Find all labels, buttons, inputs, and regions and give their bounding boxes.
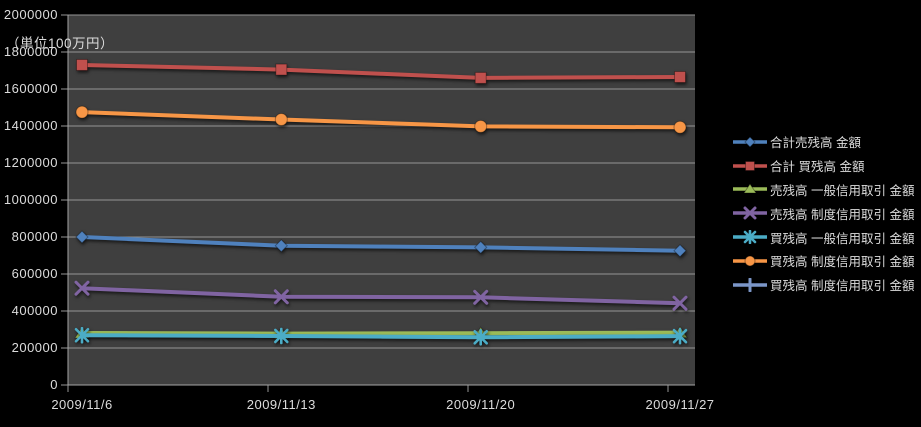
x-marker <box>473 289 489 305</box>
x-marker <box>743 206 757 220</box>
legend-label: 売残高 一般信用取引 金額 <box>770 183 915 198</box>
square-marker <box>275 63 288 76</box>
legend-item: 合計売残高 金額 <box>733 130 914 154</box>
legend-marker-icon <box>733 183 767 194</box>
y-axis-tick-label: 1400000 <box>3 118 58 133</box>
legend-label: 合計売残高 金額 <box>770 136 861 151</box>
circle-marker <box>274 113 288 127</box>
legend-marker-icon <box>733 206 767 220</box>
legend-label: 売残高 制度信用取引 金額 <box>770 207 915 222</box>
square-marker <box>674 70 686 83</box>
legend: 合計売残高 金額 合計 買残高 金額売残高 一般信用取引 金額 売残高 制度信用取引… <box>733 130 914 297</box>
legend-marker-icon <box>733 277 767 292</box>
legend-label: 買残高 制度信用取引 金額 <box>770 255 915 270</box>
y-axis-unit-label: （単位100万円） <box>6 36 115 51</box>
series-line <box>80 286 682 306</box>
y-axis-tick-label: 2000000 <box>3 7 58 22</box>
x-axis-tick-label: 2009/11/6 <box>51 397 113 412</box>
x-marker <box>672 295 688 311</box>
x-axis-tick-label: 2009/11/20 <box>446 397 516 412</box>
circle-marker <box>744 255 756 267</box>
diamond-marker <box>673 243 687 258</box>
series-0 <box>75 230 687 258</box>
y-axis-tick-label: 200000 <box>11 340 58 355</box>
y-axis-tick-label: 1200000 <box>3 155 58 170</box>
star-marker <box>74 326 90 344</box>
legend-marker-icon <box>733 160 767 171</box>
x-axis-tick-label: 2009/11/13 <box>246 397 316 412</box>
legend-item: 買残高 一般信用取引 金額 <box>733 225 914 249</box>
legend-item: 売残高 一般信用取引 金額 <box>733 178 914 202</box>
diamond-marker <box>274 238 289 253</box>
series-5 <box>75 105 687 134</box>
square-marker <box>76 58 88 71</box>
y-axis-tick-label: 400000 <box>11 303 58 318</box>
legend-item: 買残高 制度信用取引 金額 <box>733 273 914 297</box>
circle-marker <box>75 105 89 119</box>
legend-marker-icon <box>733 255 767 267</box>
series-line <box>80 62 682 80</box>
diamond-marker <box>75 230 89 244</box>
plus-marker <box>742 277 758 292</box>
y-axis-tick-label: 0 <box>50 377 58 392</box>
y-axis-tick-label: 1600000 <box>3 81 58 96</box>
diamond-marker <box>744 136 756 148</box>
y-axis-tick-label: 600000 <box>11 266 58 281</box>
x-marker <box>74 280 90 296</box>
star-marker <box>274 327 289 345</box>
circle-marker <box>474 119 488 133</box>
x-axis-tick-label: 2009/11/27 <box>645 397 715 412</box>
circle-marker <box>673 120 687 134</box>
series-line <box>80 235 682 253</box>
series-1 <box>76 58 686 84</box>
square-marker <box>745 160 755 171</box>
legend-label: 買残高 制度信用取引 金額 <box>770 279 915 294</box>
series-3 <box>74 280 688 311</box>
y-axis-tick-label: 1000000 <box>3 192 58 207</box>
legend-item: 合計 買残高 金額 <box>733 154 914 178</box>
star-marker <box>672 327 688 345</box>
legend-marker-icon <box>733 136 767 148</box>
triangle-marker <box>743 183 757 194</box>
diamond-marker <box>473 240 488 255</box>
legend-item: 売残高 制度信用取引 金額 <box>733 201 914 225</box>
y-axis-tick-label: 800000 <box>11 229 58 244</box>
legend-marker-icon <box>733 230 767 245</box>
series-line <box>80 333 682 340</box>
series-4 <box>74 326 688 346</box>
legend-label: 合計 買残高 金額 <box>770 160 865 175</box>
x-marker <box>273 289 289 305</box>
series-line <box>80 110 682 130</box>
legend-label: 買残高 一般信用取引 金額 <box>770 231 915 246</box>
y-axis-tick-label: 1800000 <box>3 44 58 59</box>
square-marker <box>474 71 487 84</box>
series-line <box>80 330 682 336</box>
star-marker <box>473 328 488 346</box>
star-marker <box>743 230 757 245</box>
legend-item: 買残高 制度信用取引 金額 <box>733 249 914 273</box>
